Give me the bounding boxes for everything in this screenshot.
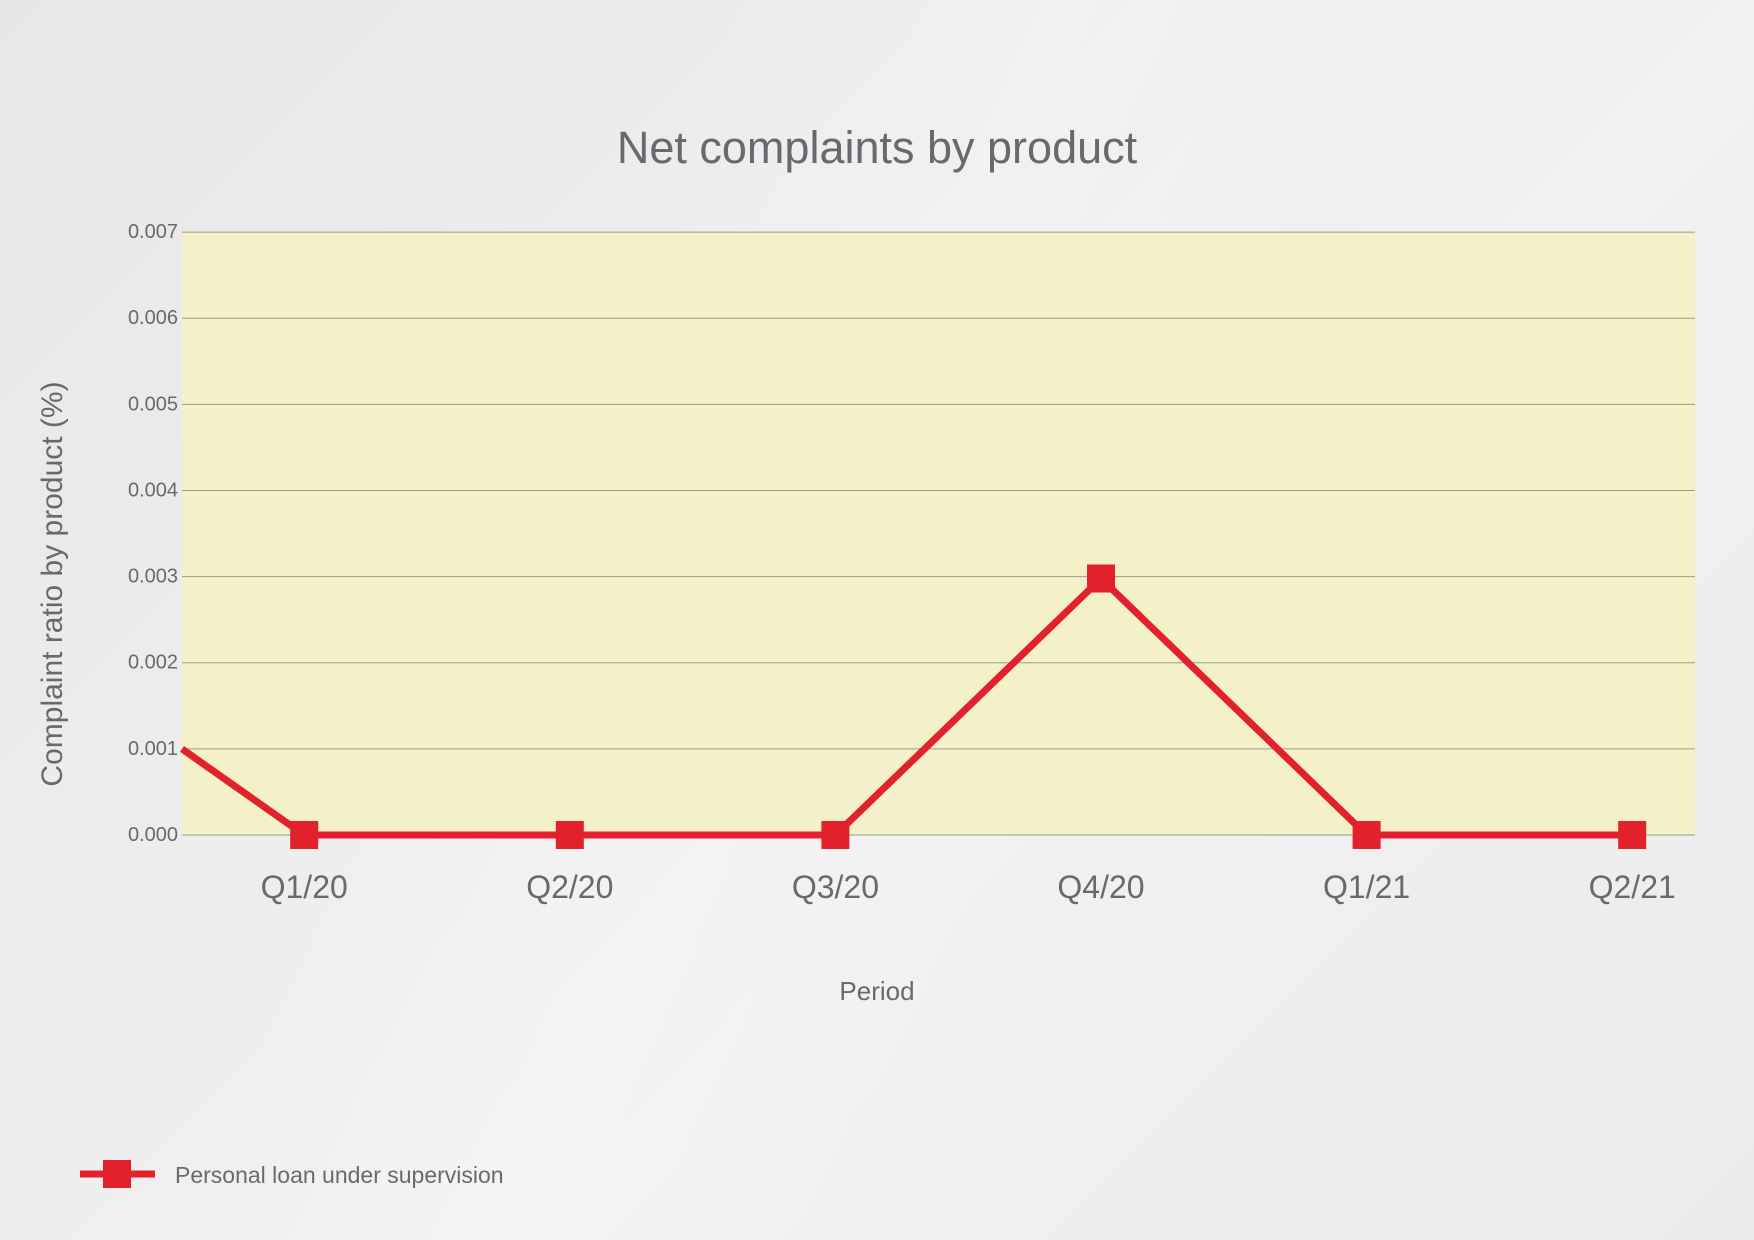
- svg-text:Q1/21: Q1/21: [1323, 869, 1410, 905]
- svg-text:0.002: 0.002: [128, 652, 178, 674]
- svg-text:0.000: 0.000: [128, 824, 178, 846]
- svg-text:0.006: 0.006: [128, 307, 178, 329]
- svg-text:0.001: 0.001: [128, 738, 178, 760]
- svg-text:0.007: 0.007: [128, 221, 178, 243]
- svg-text:0.004: 0.004: [128, 480, 178, 502]
- svg-text:Period: Period: [839, 976, 914, 1006]
- svg-text:Q3/20: Q3/20: [792, 869, 879, 905]
- svg-text:0.005: 0.005: [128, 393, 178, 415]
- svg-text:Personal loan under supervisio: Personal loan under supervision: [175, 1162, 504, 1188]
- svg-text:Q4/20: Q4/20: [1057, 869, 1144, 905]
- svg-text:0.003: 0.003: [128, 566, 178, 588]
- svg-text:Q2/21: Q2/21: [1589, 869, 1676, 905]
- svg-text:Complaint ratio by product (%): Complaint ratio by product (%): [36, 381, 69, 786]
- svg-text:Q1/20: Q1/20: [261, 869, 348, 905]
- svg-text:Q2/20: Q2/20: [526, 869, 613, 905]
